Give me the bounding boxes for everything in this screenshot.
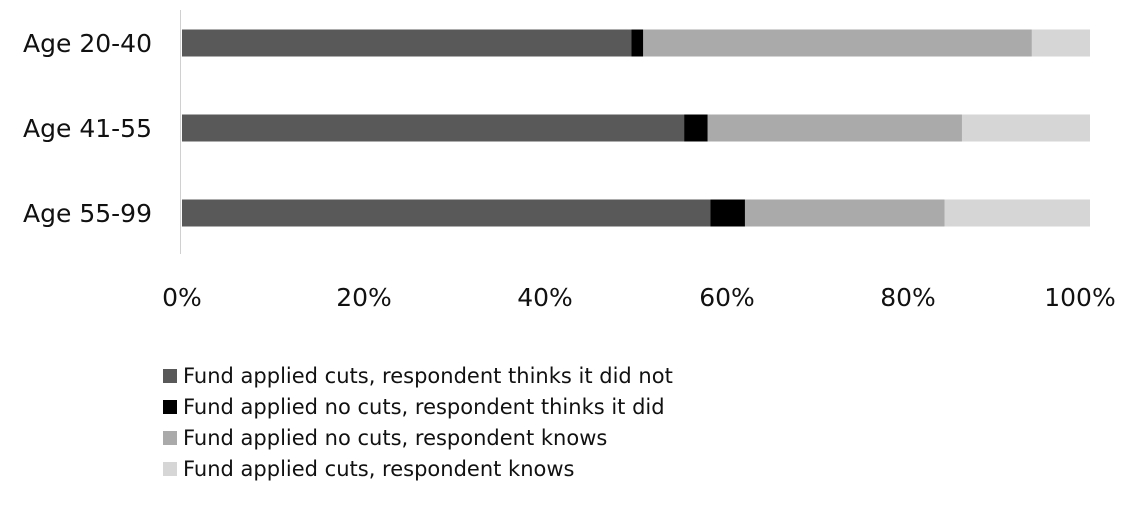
category-label-age-41-55: Age 41-55 bbox=[23, 114, 152, 143]
legend-item: Fund applied cuts, respondent thinks it … bbox=[163, 360, 673, 391]
legend: Fund applied cuts, respondent thinks it … bbox=[163, 360, 673, 484]
bar-segment-1-1 bbox=[684, 114, 708, 142]
x-tick-20: 20% bbox=[336, 283, 392, 312]
bar-segment-2-3 bbox=[944, 199, 1090, 227]
category-label-age-55-99: Age 55-99 bbox=[23, 199, 152, 228]
bar-segment-1-3 bbox=[961, 114, 1090, 142]
legend-label: Fund applied cuts, respondent knows bbox=[183, 456, 575, 481]
legend-swatch bbox=[163, 430, 177, 445]
category-label-age-20-40: Age 20-40 bbox=[23, 29, 152, 58]
legend-item: Fund applied cuts, respondent knows bbox=[163, 453, 673, 484]
bar-segment-0-1 bbox=[631, 29, 644, 57]
legend-item: Fund applied no cuts, respondent thinks … bbox=[163, 391, 673, 422]
legend-swatch bbox=[163, 461, 177, 476]
bars-group bbox=[182, 29, 1090, 227]
legend-label: Fund applied no cuts, respondent knows bbox=[183, 425, 608, 450]
category-labels: Age 20-40 Age 41-55 Age 55-99 bbox=[23, 29, 152, 228]
legend-swatch bbox=[163, 399, 177, 414]
bar-segment-1-2 bbox=[707, 114, 962, 142]
stacked-bar-chart: Age 20-40 Age 41-55 Age 55-99 0% 20% 40%… bbox=[23, 10, 1116, 312]
legend-item: Fund applied no cuts, respondent knows bbox=[163, 422, 673, 453]
x-tick-60: 60% bbox=[699, 283, 755, 312]
legend-label: Fund applied no cuts, respondent thinks … bbox=[183, 394, 665, 419]
bar-segment-1-0 bbox=[182, 114, 685, 142]
x-tick-80: 80% bbox=[880, 283, 936, 312]
x-tick-40: 40% bbox=[517, 283, 573, 312]
bar-segment-0-0 bbox=[182, 29, 632, 57]
bar-segment-2-0 bbox=[182, 199, 711, 227]
bar-segment-0-2 bbox=[643, 29, 1032, 57]
bar-segment-2-1 bbox=[710, 199, 745, 227]
bar-segment-2-2 bbox=[744, 199, 945, 227]
bar-segment-0-3 bbox=[1031, 29, 1090, 57]
x-tick-0: 0% bbox=[162, 283, 202, 312]
x-tick-100: 100% bbox=[1044, 283, 1115, 312]
x-axis-tick-labels: 0% 20% 40% 60% 80% 100% bbox=[162, 283, 1116, 312]
legend-swatch bbox=[163, 368, 177, 383]
legend-label: Fund applied cuts, respondent thinks it … bbox=[183, 363, 673, 388]
